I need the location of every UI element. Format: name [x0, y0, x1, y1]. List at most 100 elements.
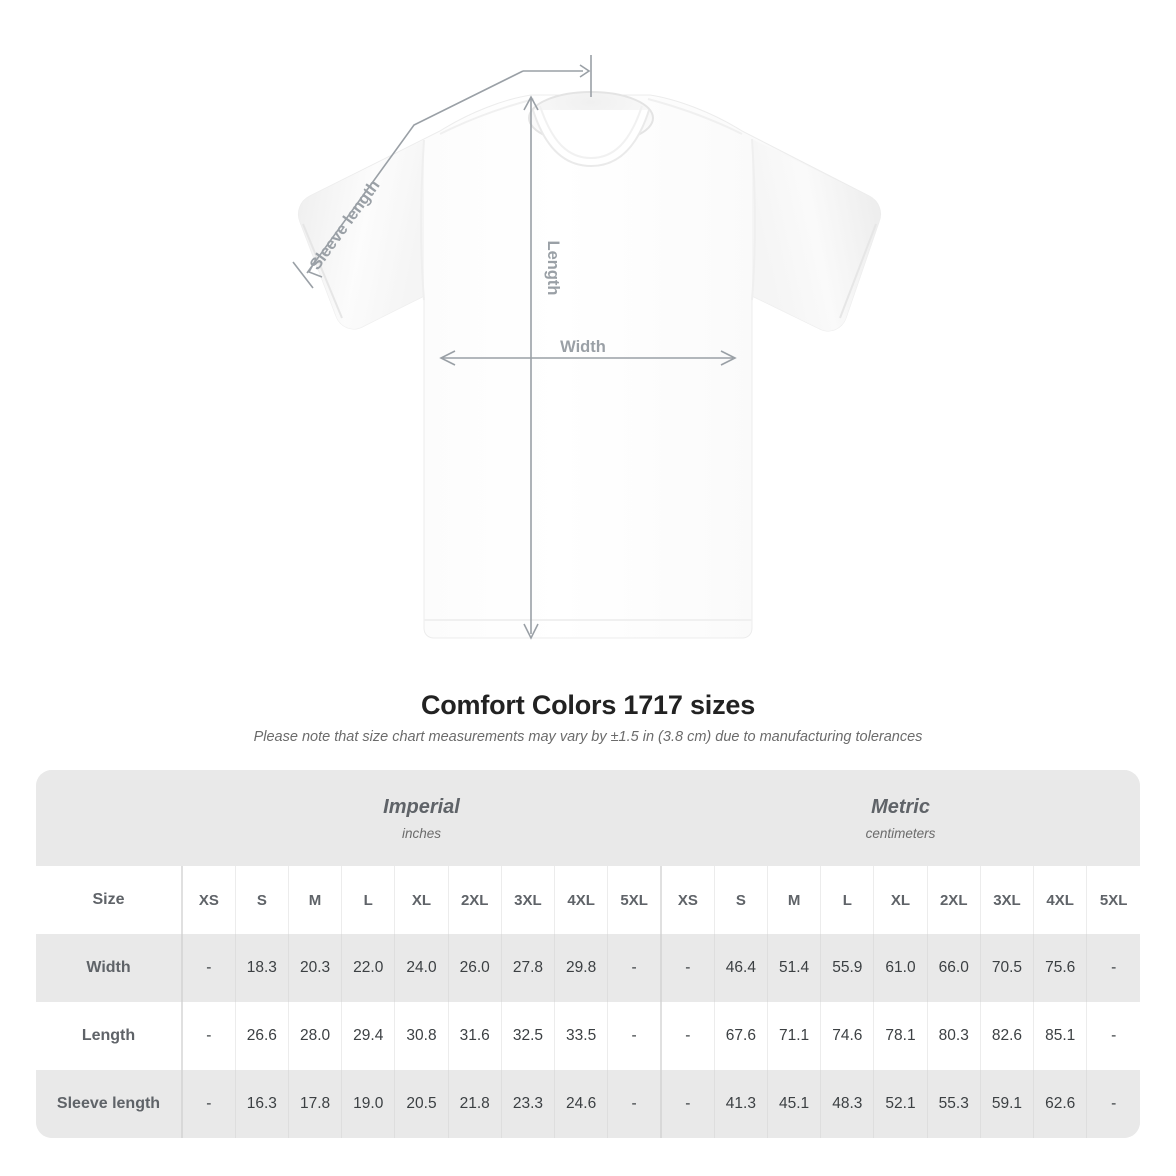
right-sleeve: [752, 139, 881, 331]
cell-width-metric-m: 51.4: [767, 934, 822, 1002]
size-column-header: Size: [36, 866, 183, 934]
left-sleeve-hem: [302, 223, 343, 319]
page-title: Comfort Colors 1717 sizes: [420, 690, 756, 720]
table-size-header-row: Size XS S M L XL 2XL 3XL 4XL 5XL XS S M L XL 2XL 3XL 4XL 5…: [36, 866, 1140, 934]
cell-width-imperial-s: 18.3: [235, 934, 289, 1002]
cell-length-metric-3xl: 82.6: [980, 1002, 1035, 1070]
shoulder-arrowhead: [579, 64, 591, 78]
cell-width-metric-xs: -: [661, 934, 715, 1002]
size-header-imperial-3xl: 3XL: [501, 866, 556, 934]
cell-width-imperial-xl: 24.0: [394, 934, 449, 1002]
cell-sleeve-length-imperial-3xl: 23.3: [501, 1070, 556, 1138]
size-header-metric-l: L: [820, 866, 875, 934]
group-unit: inches: [402, 825, 442, 841]
cell-length-imperial-s: 26.6: [235, 1002, 289, 1070]
group-header-spacer: [36, 770, 182, 866]
sleeve-arrowhead: [307, 258, 323, 278]
size-table-container: Imperial inches Metric centimeters Size XS S M L…: [36, 770, 1140, 1138]
cell-width-imperial-2xl: 26.0: [448, 934, 502, 1002]
shirt-shape: [297, 91, 882, 639]
cell-length-metric-l: 74.6: [820, 1002, 875, 1070]
cell-width-metric-s: 46.4: [714, 934, 768, 1002]
cell-sleeve-length-imperial-l: 19.0: [341, 1070, 396, 1138]
cell-length-imperial-4xl: 33.5: [554, 1002, 609, 1070]
cell-length-metric-2xl: 80.3: [927, 1002, 981, 1070]
size-header-imperial-s: S: [235, 866, 289, 934]
left-shoulder-seam: [439, 98, 535, 135]
cell-length-imperial-xl: 30.8: [394, 1002, 449, 1070]
cell-length-metric-m: 71.1: [767, 1002, 822, 1070]
width-arrowhead-right: [720, 350, 737, 366]
table-row: Length -26.6 28.0 29.4 30.8 31.6 32.5 33.5- -67.…: [36, 1002, 1140, 1070]
cell-sleeve-length-imperial-m: 17.8: [288, 1070, 343, 1138]
size-header-metric-4xl: 4XL: [1033, 866, 1088, 934]
right-sleeve-hem: [839, 223, 877, 319]
cell-sleeve-length-imperial-5xl: -: [607, 1070, 663, 1138]
group-header-metric: Metric centimeters: [661, 770, 1140, 866]
table-row: Sleeve length -16.3 17.8 19.0 20.5 21.8 23.3 24…: [36, 1070, 1140, 1138]
size-header-imperial-5xl: 5XL: [607, 866, 663, 934]
size-header-metric-2xl: 2XL: [927, 866, 981, 934]
cell-sleeve-length-metric-2xl: 55.3: [927, 1070, 981, 1138]
cell-width-imperial-m: 20.3: [288, 934, 343, 1002]
size-header-metric-5xl: 5XL: [1086, 866, 1140, 934]
cell-sleeve-length-metric-3xl: 59.1: [980, 1070, 1035, 1138]
cell-length-metric-xs: -: [661, 1002, 715, 1070]
left-sleeve: [298, 140, 424, 329]
table-row: Width -18.3 20.3 22.0 24.0 26.0 27.8 29.8- -46.4…: [36, 934, 1140, 1002]
cell-width-metric-l: 55.9: [820, 934, 875, 1002]
group-title: Imperial: [383, 795, 460, 818]
cell-width-imperial-l: 22.0: [341, 934, 396, 1002]
right-shoulder-seam: [647, 98, 743, 135]
size-header-metric-m: M: [767, 866, 822, 934]
width-label: Width: [560, 338, 606, 356]
size-header-imperial-xl: XL: [394, 866, 449, 934]
cell-sleeve-length-imperial-xs: -: [182, 1070, 236, 1138]
size-header-metric-3xl: 3XL: [980, 866, 1035, 934]
cell-length-imperial-xs: -: [182, 1002, 236, 1070]
row-label-sleeve-length: Sleeve length: [36, 1070, 183, 1138]
cell-width-imperial-4xl: 29.8: [554, 934, 609, 1002]
cell-sleeve-length-imperial-s: 16.3: [235, 1070, 289, 1138]
size-header-imperial-l: L: [341, 866, 396, 934]
group-unit: centimeters: [865, 825, 936, 841]
cell-width-metric-4xl: 75.6: [1033, 934, 1088, 1002]
tshirt-diagram: Sleeve length Length Width: [292, 55, 882, 640]
left-armhole-seam: [420, 139, 425, 301]
cell-width-metric-5xl: -: [1086, 934, 1140, 1002]
length-arrowhead-bottom: [523, 623, 539, 640]
row-label-length: Length: [36, 1002, 183, 1070]
cell-length-imperial-3xl: 32.5: [501, 1002, 556, 1070]
size-header-metric-s: S: [714, 866, 768, 934]
size-header-metric-xs: XS: [661, 866, 715, 934]
size-header-metric-xl: XL: [873, 866, 928, 934]
collar-ribbing: [539, 105, 643, 160]
sleeve-length-line: [306, 70, 524, 274]
cell-sleeve-length-metric-4xl: 62.6: [1033, 1070, 1088, 1138]
size-header-imperial-m: M: [288, 866, 343, 934]
cell-length-imperial-m: 28.0: [288, 1002, 343, 1070]
size-header-imperial-4xl: 4XL: [554, 866, 609, 934]
cell-length-imperial-5xl: -: [607, 1002, 663, 1070]
cell-length-metric-5xl: -: [1086, 1002, 1140, 1070]
cell-sleeve-length-metric-5xl: -: [1086, 1070, 1140, 1138]
collar-inner: [532, 109, 650, 168]
cell-length-imperial-l: 29.4: [341, 1002, 396, 1070]
group-title: Metric: [871, 795, 930, 818]
group-header-imperial: Imperial inches: [182, 770, 662, 866]
cell-sleeve-length-imperial-2xl: 21.8: [448, 1070, 502, 1138]
cell-sleeve-length-imperial-4xl: 24.6: [554, 1070, 609, 1138]
cell-sleeve-length-metric-s: 41.3: [714, 1070, 768, 1138]
cell-width-metric-2xl: 66.0: [927, 934, 981, 1002]
cell-length-metric-xl: 78.1: [873, 1002, 928, 1070]
cell-sleeve-length-metric-m: 45.1: [767, 1070, 822, 1138]
row-label-width: Width: [36, 934, 183, 1002]
cell-sleeve-length-metric-l: 48.3: [820, 1070, 875, 1138]
cell-width-imperial-3xl: 27.8: [501, 934, 556, 1002]
cell-sleeve-length-imperial-xl: 20.5: [394, 1070, 449, 1138]
length-label: Length: [544, 241, 562, 296]
sleeve-end-tick: [292, 261, 314, 289]
cell-width-metric-xl: 61.0: [873, 934, 928, 1002]
cell-width-imperial-5xl: -: [607, 934, 663, 1002]
